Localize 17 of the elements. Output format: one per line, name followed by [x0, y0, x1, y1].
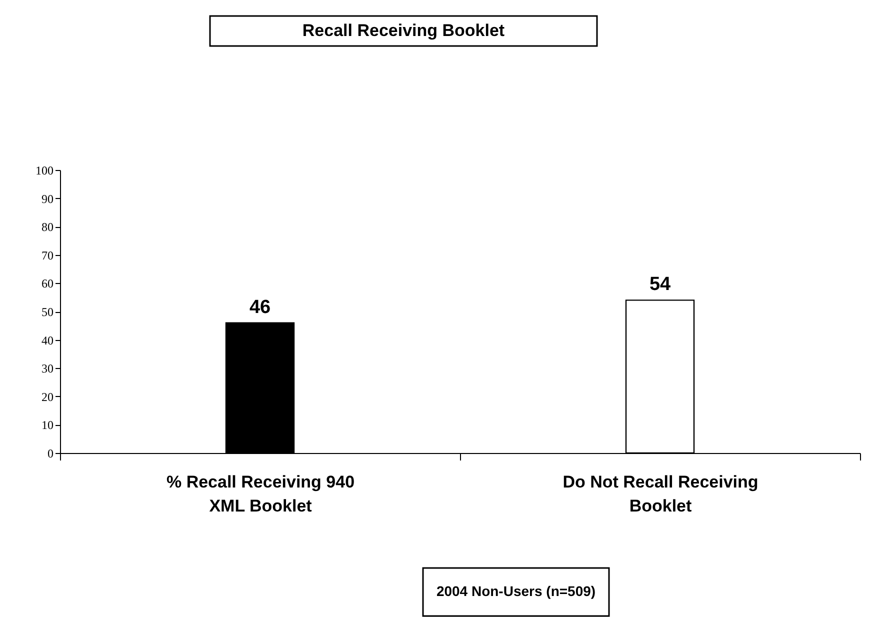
data-label: 54 [649, 274, 671, 296]
y-tick-label: 100 [36, 164, 54, 178]
y-tick-label: 70 [42, 248, 54, 262]
y-tick-label: 90 [42, 192, 54, 206]
y-tick-label: 40 [42, 333, 54, 348]
text: 2004 Non-Users (n=509) [436, 583, 596, 599]
y-tick-label: 20 [42, 390, 54, 404]
y-tick-label: 80 [42, 220, 54, 234]
x-tick-label: % Recall Receiving 940 XML Booklet [166, 472, 355, 516]
x-tick-label: Do Not Recall Receiving Booklet [562, 472, 758, 516]
y-tick-label: 50 [42, 305, 54, 319]
chart-title: Recall Receiving Booklet [302, 21, 505, 40]
y-tick-label: 60 [42, 276, 54, 291]
y-tick-label: 10 [42, 418, 54, 432]
data-label: 46 [249, 296, 271, 318]
y-tick-label: 30 [42, 362, 54, 376]
y-tick-label: 0 [48, 446, 54, 460]
